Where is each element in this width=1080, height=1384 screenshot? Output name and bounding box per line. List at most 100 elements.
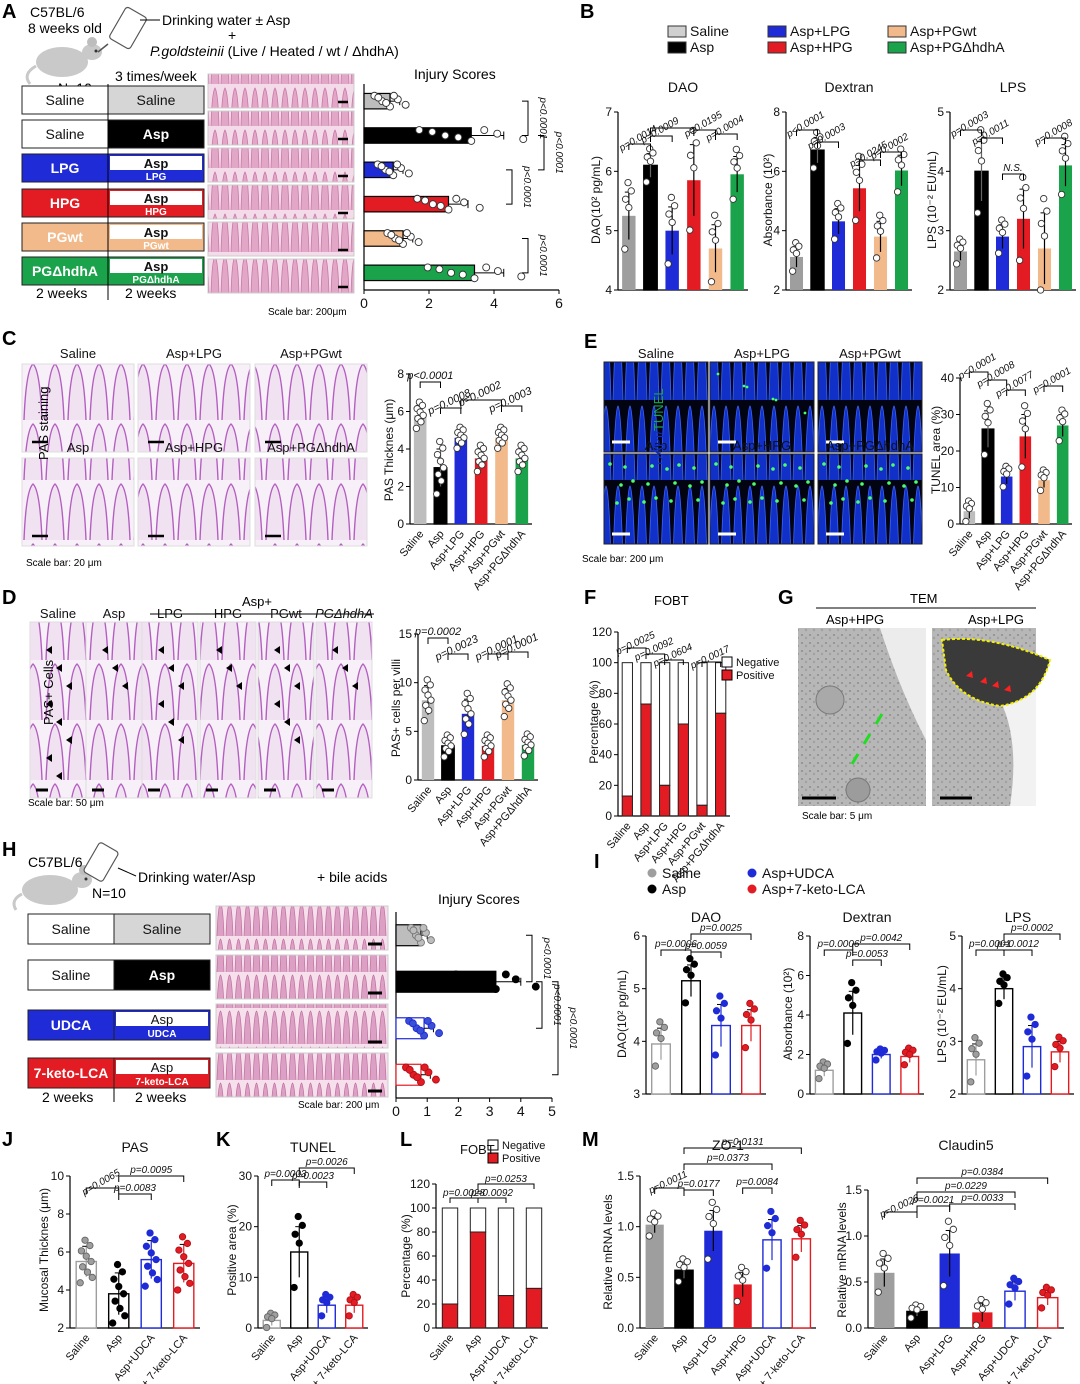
g-nucleus-1 — [815, 685, 845, 715]
significance-bracket — [507, 651, 529, 658]
y-tick-label: 4 — [937, 164, 944, 178]
data-point — [649, 149, 657, 157]
p-value: p=0.0021 — [911, 1195, 954, 1206]
h-group-right-label: Asp — [149, 967, 175, 983]
h-mouse-strain: C57BL/6 — [28, 854, 83, 870]
data-point — [621, 245, 629, 253]
data-point — [447, 268, 456, 277]
data-point — [652, 1029, 661, 1037]
p-value: p=0.0026 — [305, 1157, 348, 1168]
h-histology-image — [215, 1003, 389, 1049]
p-value: p<0.0001 — [406, 370, 453, 382]
bar-Saline — [645, 1224, 664, 1328]
y-tick-label: 3 — [949, 1034, 956, 1048]
y-tick-label: 20 — [599, 778, 613, 792]
data-point — [350, 1298, 358, 1307]
data-point — [1047, 1286, 1055, 1294]
legend-label: Asp+PGΔhdhA — [910, 39, 1005, 55]
e-tunel-signal — [752, 482, 756, 486]
bar-Asp+PGwt — [501, 700, 515, 780]
panel-f: FOBT 0 20 40 60 80 100 120 Percentage (%) Saline… — [587, 593, 779, 885]
d-arrowhead — [294, 736, 300, 744]
g-col-1: Asp+HPG — [826, 612, 884, 627]
data-point — [408, 1019, 417, 1028]
significance-bracket — [645, 653, 666, 659]
d-arrowhead — [168, 718, 174, 726]
e-tunel-signal — [748, 500, 752, 504]
e-tunel-signal — [608, 462, 612, 466]
data-point — [788, 267, 797, 275]
h-weeks-left: 2 weeks — [42, 1089, 93, 1105]
e-tunel-signal — [745, 385, 749, 389]
chart-title: LPS — [1005, 909, 1031, 925]
y-axis-label: DAO(10² pg/mL) — [589, 156, 603, 244]
data-point — [426, 936, 435, 945]
data-point — [708, 1198, 716, 1206]
significance-bracket — [823, 949, 854, 956]
d-arrowhead — [102, 646, 108, 654]
d-arrowhead — [274, 646, 280, 654]
legend-marker — [747, 884, 757, 894]
panel-label-l: L — [400, 1129, 412, 1151]
chart-title: Dextran — [842, 909, 891, 925]
h-group-right-top — [116, 1060, 208, 1074]
y-tick-label: 2 — [937, 283, 944, 297]
significance-bracket — [85, 1187, 120, 1194]
bar-positive-Saline — [621, 795, 633, 817]
d-arrowhead — [66, 682, 72, 690]
p-value: p=0.0092 — [470, 1188, 513, 1199]
data-point — [426, 681, 434, 689]
significance-bracket — [817, 141, 839, 148]
legend-label: Asp+LPG — [790, 23, 850, 39]
data-point — [732, 145, 741, 154]
bar-Asp+LPG — [1000, 476, 1013, 524]
a-age: 8 weeks old — [28, 20, 102, 36]
data-point — [86, 1241, 94, 1250]
data-point — [714, 219, 722, 228]
c-image-label: Asp+PGwt — [280, 346, 342, 361]
data-point — [298, 1221, 306, 1230]
d-arrowhead — [56, 718, 62, 726]
h-group-left-label: UDCA — [51, 1017, 91, 1033]
data-point — [175, 1246, 183, 1254]
panel-label-a: A — [2, 1, 16, 23]
data-point — [435, 1029, 444, 1038]
y-tick-label: 80 — [599, 686, 613, 700]
y-tick-label: 3 — [937, 224, 944, 238]
h-group-right-label: Asp — [151, 1012, 173, 1027]
a-group-right-top — [110, 156, 202, 170]
significance-bracket — [1002, 173, 1024, 180]
data-point — [809, 164, 818, 172]
data-point — [875, 1259, 884, 1267]
bar-Asp+LPG — [461, 713, 475, 780]
data-point — [395, 236, 404, 245]
data-point — [445, 747, 453, 756]
data-point — [444, 205, 453, 214]
h-histology-image — [215, 954, 389, 1000]
y-tick-label: 0.0 — [617, 1321, 634, 1335]
y-tick-label: 10 — [239, 1270, 253, 1284]
data-point — [711, 236, 720, 244]
data-point — [816, 133, 824, 141]
a-histology-column — [207, 73, 355, 294]
data-point — [820, 1064, 828, 1072]
e-tunel-signal — [733, 497, 737, 501]
d-arrowhead — [226, 664, 232, 672]
g-green-arrowheads — [850, 713, 884, 765]
data-point — [742, 1268, 750, 1276]
data-point — [439, 464, 448, 472]
data-point — [87, 1257, 95, 1266]
panel-a: C57BL/6 8 weeks old N=10 Drinking water … — [21, 4, 564, 318]
data-point — [441, 131, 450, 140]
p-value: p<0.0001 — [537, 96, 548, 139]
e-tunel-signal — [623, 465, 627, 469]
chart-title: Claudin5 — [938, 1137, 993, 1153]
p-value: p=0.0006 — [817, 939, 860, 950]
e-tunel-signal — [906, 466, 910, 470]
y-tick-label: 2 — [949, 1087, 956, 1101]
bar-Asp+7-keto-LCA — [791, 1238, 812, 1329]
p-value: p=0.0131 — [721, 1137, 764, 1148]
data-point — [1021, 425, 1029, 433]
e-tunel-signal — [650, 464, 654, 468]
